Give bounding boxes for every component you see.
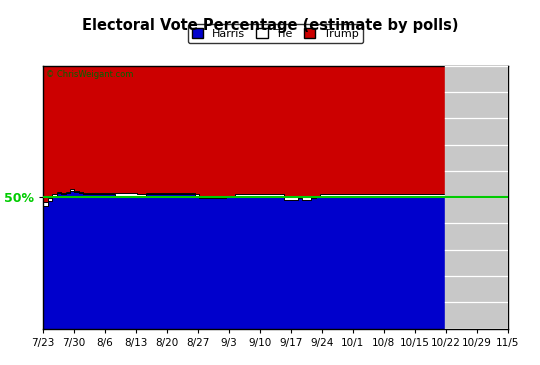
Text: Electoral Vote Percentage (estimate by polls): Electoral Vote Percentage (estimate by p…: [82, 18, 458, 33]
Bar: [445, 66, 508, 328]
Legend: Harris, Tie, Trump: Harris, Tie, Trump: [188, 24, 363, 43]
Text: © ChrisWeigant.com: © ChrisWeigant.com: [45, 70, 133, 78]
